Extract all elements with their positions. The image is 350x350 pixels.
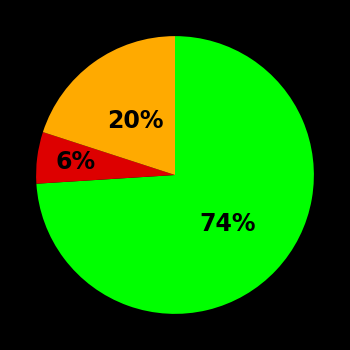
Text: 74%: 74%	[199, 212, 256, 237]
Wedge shape	[36, 36, 314, 314]
Wedge shape	[36, 132, 175, 184]
Wedge shape	[43, 36, 175, 175]
Text: 6%: 6%	[56, 150, 96, 174]
Text: 20%: 20%	[107, 109, 164, 133]
